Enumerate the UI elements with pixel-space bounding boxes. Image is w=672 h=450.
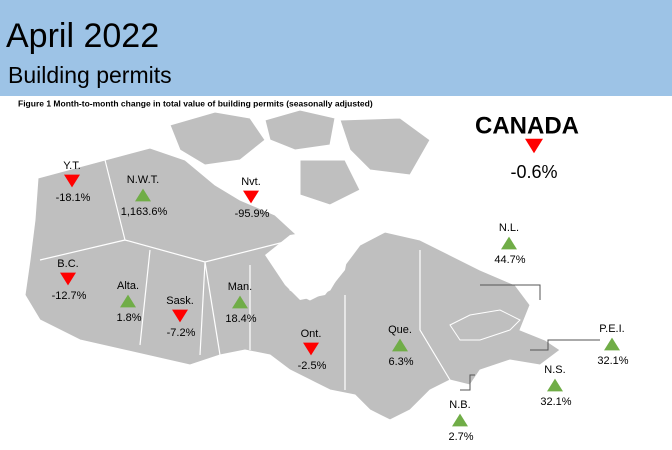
- arrow-up: [135, 188, 151, 202]
- region-change: -12.7%: [52, 290, 87, 302]
- region-name: Alta.: [117, 280, 139, 292]
- region-change: 1,163.6%: [121, 206, 168, 218]
- region-change: -95.9%: [235, 208, 270, 220]
- gaspe: [449, 309, 521, 341]
- subtitle: Building permits: [8, 62, 172, 88]
- arrow-up: [452, 413, 468, 427]
- island: [299, 159, 361, 206]
- region-change: 6.3%: [388, 356, 413, 368]
- title: April 2022: [6, 17, 159, 55]
- map: [24, 109, 600, 421]
- island: [339, 117, 431, 176]
- region-change: -7.2%: [167, 327, 196, 339]
- region-name: Que.: [388, 324, 412, 336]
- header-band: [0, 0, 672, 96]
- region-name: Nvt.: [241, 176, 261, 188]
- arrow-up: [120, 294, 136, 308]
- arrow-down: [303, 342, 319, 356]
- region-name: B.C.: [57, 258, 78, 270]
- national-name: CANADA: [475, 112, 579, 139]
- national-change: -0.6%: [510, 162, 557, 182]
- island: [169, 111, 266, 166]
- region-name: Sask.: [166, 295, 194, 307]
- region-change: 1.8%: [116, 312, 141, 324]
- arrow-up: [232, 295, 248, 309]
- arrow-down: [172, 309, 188, 323]
- region-change: -18.1%: [56, 192, 91, 204]
- arrow-up: [604, 337, 620, 351]
- arrow-up: [392, 338, 408, 352]
- region-change: 32.1%: [597, 355, 628, 367]
- region-name: N.S.: [544, 364, 565, 376]
- region-change: -2.5%: [298, 360, 327, 372]
- arrow-up: [547, 378, 563, 392]
- border: [39, 159, 451, 390]
- region-name: Ont.: [301, 328, 322, 340]
- region-change: 44.7%: [494, 254, 525, 266]
- island: [264, 109, 336, 151]
- region-name: N.L.: [499, 222, 519, 234]
- arrow-down: [60, 272, 76, 286]
- region-name: Man.: [228, 281, 252, 293]
- region-change: 2.7%: [448, 431, 473, 443]
- leader-line: [460, 284, 600, 391]
- region-name: Y.T.: [63, 160, 81, 172]
- arrow-down: [525, 138, 543, 154]
- region-name: P.E.I.: [599, 323, 624, 335]
- region-change: 18.4%: [225, 313, 256, 325]
- region-name: N.W.T.: [127, 174, 159, 186]
- arrow-down: [243, 190, 259, 204]
- figure-caption: Figure 1 Month-to-month change in total …: [18, 98, 373, 108]
- region-name: N.B.: [449, 399, 470, 411]
- arrow-up: [501, 236, 517, 250]
- arrow-down: [64, 174, 80, 188]
- region-change: 32.1%: [540, 396, 571, 408]
- hudson-bay: [265, 230, 350, 300]
